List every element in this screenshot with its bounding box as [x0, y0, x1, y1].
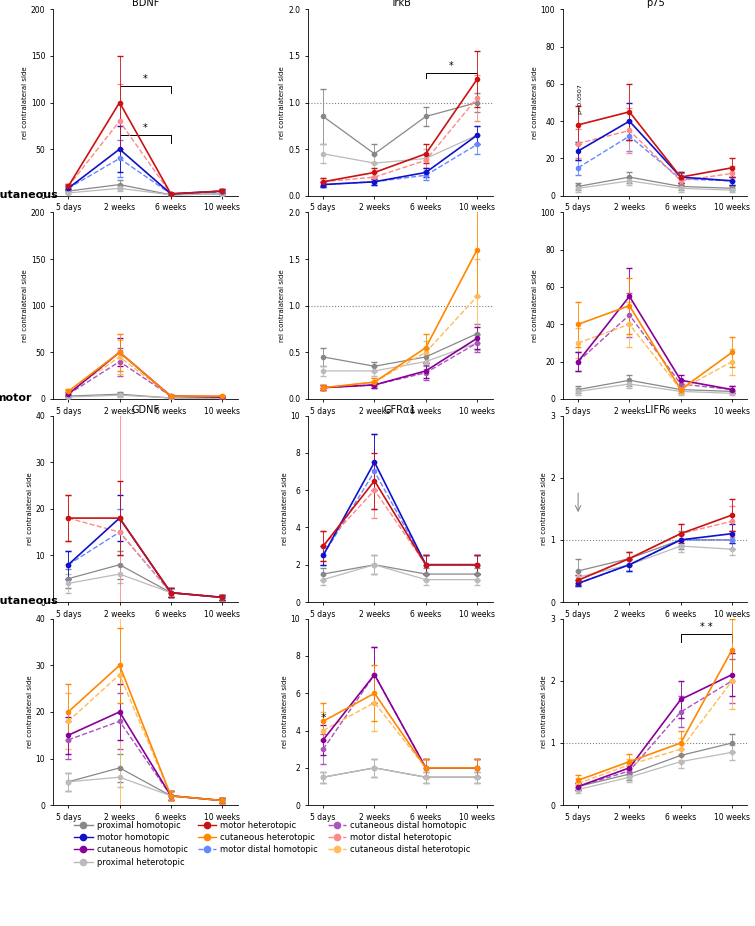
Y-axis label: rel contralateral side: rel contralateral side: [282, 676, 288, 748]
Text: *: *: [143, 74, 147, 84]
Y-axis label: rel contralateral side: rel contralateral side: [282, 472, 288, 545]
Text: *: *: [320, 713, 326, 723]
Y-axis label: rel contralateral side: rel contralateral side: [26, 472, 32, 545]
Text: *: *: [449, 61, 454, 70]
Text: p=0.0507: p=0.0507: [578, 83, 583, 114]
Text: cutaneous: cutaneous: [0, 190, 58, 200]
Text: *: *: [143, 123, 147, 133]
Title: GDNF: GDNF: [131, 405, 159, 415]
Title: p75: p75: [646, 0, 664, 8]
Legend: proximal homotopic, motor homotopic, cutaneous homotopic, proximal heterotopic, : proximal homotopic, motor homotopic, cut…: [71, 818, 474, 870]
Y-axis label: rel contralateral side: rel contralateral side: [279, 269, 285, 342]
Y-axis label: rel contralateral side: rel contralateral side: [22, 66, 28, 139]
Y-axis label: rel contralateral side: rel contralateral side: [532, 269, 538, 342]
Title: TrkB: TrkB: [390, 0, 411, 8]
Title: LIFR: LIFR: [645, 405, 665, 415]
Y-axis label: rel contralateral side: rel contralateral side: [541, 676, 547, 748]
Text: cutaneous: cutaneous: [0, 596, 58, 607]
Text: * *: * *: [700, 621, 713, 632]
Y-axis label: rel contralateral side: rel contralateral side: [279, 66, 285, 139]
Title: GFRα1: GFRα1: [384, 405, 417, 415]
Text: motor: motor: [0, 394, 31, 403]
Y-axis label: rel contralateral side: rel contralateral side: [532, 66, 538, 139]
Y-axis label: rel contralateral side: rel contralateral side: [22, 269, 28, 342]
Y-axis label: rel contralateral side: rel contralateral side: [541, 472, 547, 545]
Title: BDNF: BDNF: [131, 0, 159, 8]
Y-axis label: rel contralateral side: rel contralateral side: [26, 676, 32, 748]
